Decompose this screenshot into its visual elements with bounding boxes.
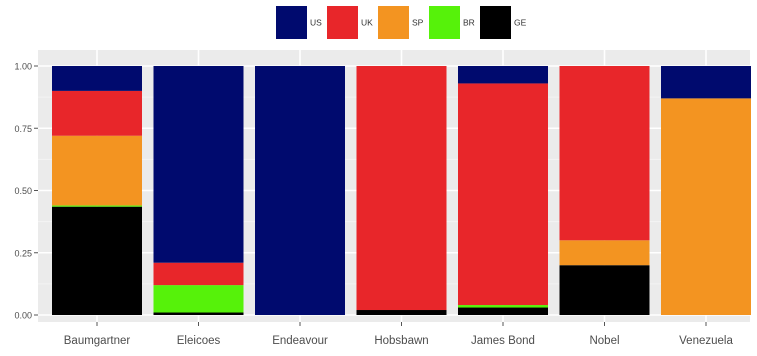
- bar-segment-br: [153, 285, 244, 313]
- bar-segment-br: [52, 205, 142, 207]
- legend-swatch: [276, 6, 307, 39]
- x-tick-label: Venezuela: [679, 335, 733, 347]
- y-axis: 0.00 0.25 0.50 0.75 1.00: [14, 62, 38, 321]
- y-tick-label: 0.75: [14, 124, 32, 134]
- legend: US UK SP BR GE: [276, 6, 527, 39]
- x-tick-label: Nobel: [589, 335, 619, 347]
- x-tick-label: Baumgartner: [64, 335, 131, 347]
- legend-label: GE: [514, 18, 527, 28]
- bar-segment-uk: [52, 90, 142, 136]
- bar-stack-venezuela: [661, 66, 751, 316]
- bar-segment-us: [153, 66, 244, 263]
- x-tick-label: James Bond: [471, 335, 535, 347]
- y-tick-label: 0.25: [14, 248, 32, 258]
- bar-segment-ge: [458, 307, 548, 315]
- legend-swatch: [480, 6, 511, 39]
- legend-label: US: [310, 18, 322, 28]
- bar-segment-us: [661, 66, 751, 99]
- bar-segment-us: [458, 66, 548, 84]
- bar-stack-nobel: [559, 66, 650, 315]
- legend-swatch: [429, 6, 460, 39]
- legend-label: SP: [412, 18, 424, 28]
- bar-segment-ge: [153, 312, 244, 315]
- bar-segment-sp: [52, 135, 142, 206]
- legend-label: UK: [361, 18, 373, 28]
- y-tick-label: 0.00: [14, 311, 32, 321]
- bar-stack-endeavour: [255, 66, 345, 315]
- bar-stack-james-bond: [458, 66, 548, 315]
- y-tick-label: 0.50: [14, 186, 32, 196]
- bar-segment-ge: [52, 206, 142, 315]
- bar-stack-baumgartner: [52, 66, 142, 315]
- bar-segment-ge: [356, 310, 447, 315]
- legend-label: BR: [463, 18, 475, 28]
- bar-stack-eleicoes: [153, 66, 244, 315]
- bar-stack-hobsbawn: [356, 66, 447, 315]
- x-tick-label: Hobsbawn: [374, 335, 428, 347]
- legend-item-sp: SP: [378, 6, 424, 39]
- bar-segment-br: [458, 305, 548, 308]
- legend-swatch: [378, 6, 409, 39]
- bar-segment-sp: [661, 98, 751, 316]
- legend-swatch: [327, 6, 358, 39]
- x-tick-label: Eleicoes: [177, 335, 221, 347]
- legend-item-br: BR: [429, 6, 475, 39]
- bar-segment-us: [255, 66, 345, 315]
- bars: [52, 66, 751, 316]
- x-tick-label: Endeavour: [272, 335, 328, 347]
- bar-segment-sp: [559, 240, 650, 266]
- bar-segment-uk: [458, 83, 548, 306]
- y-tick-label: 1.00: [14, 62, 32, 72]
- legend-item-uk: UK: [327, 6, 373, 39]
- x-axis: Baumgartner Eleicoes Endeavour Hobsbawn Jame…: [64, 322, 733, 347]
- legend-item-ge: GE: [480, 6, 527, 39]
- bar-segment-uk: [559, 66, 650, 241]
- legend-item-us: US: [276, 6, 322, 39]
- bar-segment-uk: [356, 66, 447, 311]
- bar-segment-uk: [153, 262, 244, 286]
- bar-segment-us: [52, 66, 142, 91]
- bar-segment-ge: [559, 265, 650, 315]
